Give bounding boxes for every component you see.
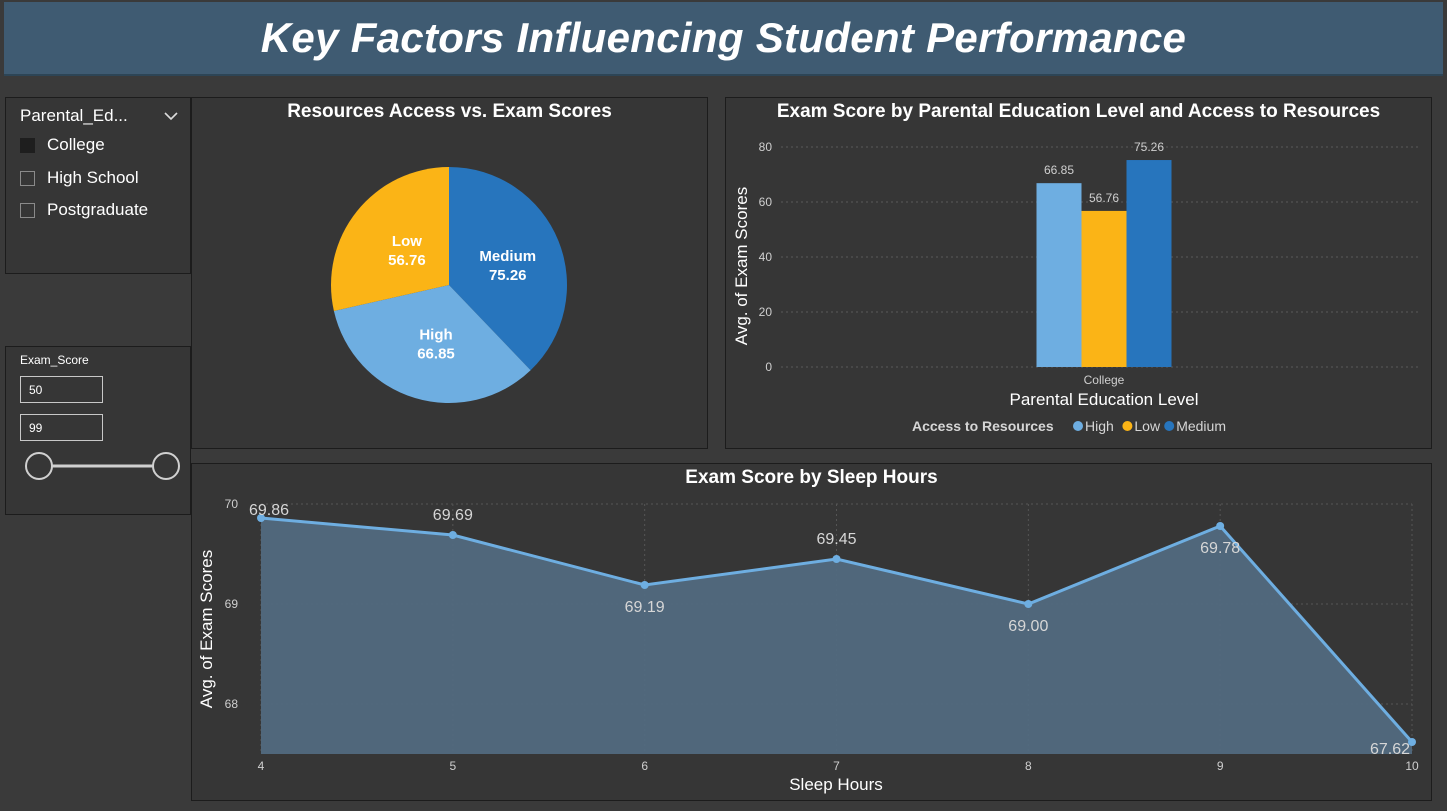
parental-education-slicer: Parental_Ed... College High School Postg… (5, 97, 191, 274)
pie-slice-label: Medium (479, 248, 536, 265)
y-tick-label: 0 (765, 360, 772, 374)
legend-item-medium[interactable]: Medium (1176, 418, 1226, 434)
slicer-option-postgraduate[interactable]: Postgraduate (20, 200, 148, 220)
legend-item-high[interactable]: High (1085, 418, 1114, 434)
data-point[interactable] (832, 555, 841, 563)
area-fill (261, 518, 1412, 754)
pie-chart-title: Resources Access vs. Exam Scores (287, 101, 612, 122)
slicer-option-high-school[interactable]: High School (20, 168, 139, 188)
area-chart-panel: Exam Score by Sleep Hours 68 69 70 4 5 6 7 8 9 10… (191, 463, 1432, 801)
x-axis-label: Parental Education Level (1009, 390, 1198, 409)
x-tick-label: 4 (258, 759, 265, 773)
checkbox-high-school[interactable] (20, 170, 35, 186)
dashboard-title: Key Factors Influencing Student Performa… (260, 14, 1187, 61)
slider-min-handle[interactable] (25, 452, 53, 480)
area-chart-title: Exam Score by Sleep Hours (685, 467, 938, 488)
slicer-title: Parental_Ed... (20, 106, 128, 125)
y-tick-label: 70 (225, 497, 239, 511)
point-data-label: 69.45 (816, 531, 856, 548)
data-point[interactable] (448, 531, 457, 539)
range-max-input[interactable] (20, 414, 103, 441)
point-data-label: 69.69 (433, 507, 473, 524)
legend-marker (1122, 421, 1133, 431)
bar-medium[interactable] (1126, 160, 1172, 367)
legend-title: Access to Resources (912, 418, 1054, 434)
checkbox-college[interactable] (20, 137, 35, 153)
bar-data-label: 66.85 (1044, 163, 1074, 177)
slicer-option-college[interactable]: College (20, 135, 105, 155)
data-point[interactable] (1024, 600, 1033, 608)
slicer-option-label: Postgraduate (47, 200, 149, 219)
x-tick-label: 8 (1025, 759, 1032, 773)
x-tick-label: College (1084, 373, 1125, 387)
bar-chart-title: Exam Score by Parental Education Level a… (776, 101, 1381, 122)
pie-slice-label: High (419, 326, 452, 343)
legend-item-low[interactable]: Low (1134, 418, 1161, 434)
dashboard-header: Key Factors Influencing Student Performa… (4, 2, 1443, 76)
y-tick-label: 69 (225, 597, 239, 611)
y-tick-label: 20 (759, 305, 773, 319)
bar-low[interactable] (1081, 210, 1127, 367)
area-chart: 68 69 70 4 5 6 7 8 9 10 69.86 69.69 69.19 69.45 69.00 6… (197, 497, 1419, 794)
pie-slice-value: 75.26 (489, 267, 527, 284)
point-data-label: 69.78 (1200, 540, 1240, 557)
bar-chart-panel: Exam Score by Parental Education Level a… (725, 97, 1432, 449)
data-point[interactable] (257, 514, 265, 522)
range-slider[interactable] (6, 447, 192, 487)
pie-chart-panel: Resources Access vs. Exam Scores Medium 7… (191, 97, 708, 449)
x-tick-label: 6 (641, 759, 648, 773)
y-tick-label: 80 (759, 140, 773, 154)
slicer-option-label: College (47, 135, 105, 154)
y-tick-label: 60 (759, 195, 773, 209)
slicer-title: Exam_Score (20, 353, 89, 367)
x-tick-label: 9 (1217, 759, 1224, 773)
point-data-label: 69.00 (1008, 618, 1048, 635)
chevron-down-icon[interactable] (164, 111, 178, 121)
slicer-header[interactable]: Parental_Ed... (20, 106, 178, 126)
y-tick-label: 68 (225, 697, 239, 711)
bar-data-label: 56.76 (1089, 191, 1119, 205)
checkbox-postgraduate[interactable] (20, 202, 35, 218)
legend-marker (1073, 421, 1083, 431)
pie-slice-high[interactable] (333, 285, 531, 403)
range-min-input[interactable] (20, 376, 103, 403)
slicer-option-label: High School (47, 168, 139, 187)
pie-slice-label: Low (392, 233, 422, 250)
x-axis-label: Sleep Hours (789, 775, 883, 794)
exam-score-slicer: Exam_Score (5, 346, 191, 515)
slider-max-handle[interactable] (152, 452, 180, 480)
pie-slice-value: 56.76 (388, 252, 426, 269)
point-data-label: 67.62 (1370, 741, 1410, 758)
data-point[interactable] (1408, 738, 1416, 746)
bar-data-label: 75.26 (1134, 140, 1164, 154)
point-data-label: 69.19 (625, 599, 665, 616)
data-point[interactable] (1216, 522, 1225, 530)
y-axis-label: Avg. of Exam Scores (732, 187, 751, 345)
pie-chart: Medium 75.26 High 66.85 Low 56.76 (331, 167, 567, 403)
x-tick-label: 5 (449, 759, 456, 773)
pie-slice-medium[interactable] (449, 167, 567, 371)
data-point[interactable] (640, 581, 649, 589)
x-tick-label: 10 (1405, 759, 1419, 773)
point-data-label: 69.86 (249, 502, 289, 519)
x-tick-label: 7 (833, 759, 840, 773)
pie-slice-low[interactable] (331, 167, 449, 312)
bar-high[interactable] (1036, 183, 1082, 367)
pie-slice-value: 66.85 (417, 345, 455, 362)
y-tick-label: 40 (759, 250, 773, 264)
y-axis-label: Avg. of Exam Scores (197, 550, 216, 708)
legend-marker (1164, 421, 1175, 431)
bar-chart: 0 20 40 60 80 Avg. of Exam Scores 66.85 56.76 75… (732, 140, 1421, 434)
